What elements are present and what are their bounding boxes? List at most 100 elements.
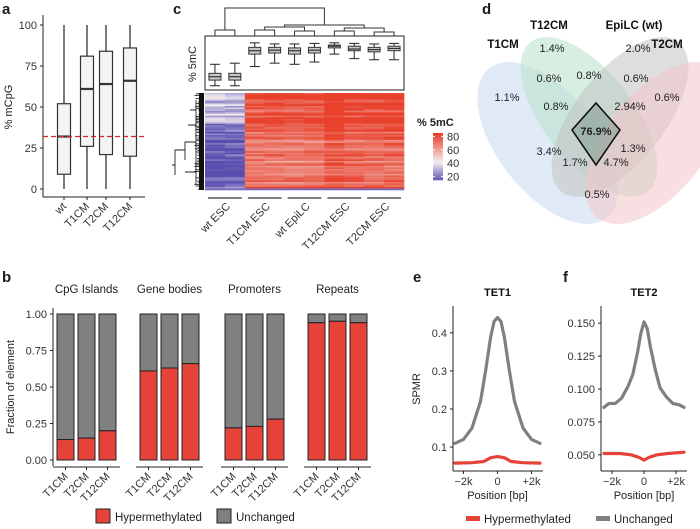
legend-swatch-unchanged bbox=[596, 516, 610, 521]
heatmap-cell bbox=[284, 125, 305, 128]
heatmap-cell bbox=[344, 96, 365, 99]
bar-unchanged bbox=[224, 313, 243, 429]
x-tick-label: −2k bbox=[603, 476, 622, 488]
col-dendrogram bbox=[294, 30, 315, 36]
venn-region-label: 0.6% bbox=[654, 92, 679, 104]
venn-region-label: 0.6% bbox=[536, 73, 561, 85]
heatmap-cell bbox=[205, 156, 226, 158]
heatmap-cell bbox=[284, 104, 305, 107]
heatmap-cell bbox=[344, 186, 365, 189]
heatmap-cell bbox=[224, 141, 246, 144]
heatmap-cell bbox=[264, 107, 285, 110]
panel-label-c: c bbox=[173, 1, 181, 18]
heatmap-cell bbox=[364, 94, 385, 97]
heatmap-cell bbox=[384, 135, 405, 137]
heatmap-cell bbox=[224, 139, 246, 142]
heatmap-cell bbox=[284, 114, 305, 116]
heatmap-cell bbox=[244, 118, 265, 121]
heatmap-cell bbox=[324, 96, 345, 99]
heatmap-cell bbox=[304, 172, 325, 175]
heatmap-cell bbox=[244, 186, 265, 189]
bar-unchanged bbox=[160, 313, 179, 369]
heatmap-cell bbox=[384, 130, 405, 133]
heatmap-cell bbox=[364, 151, 385, 154]
colorbar-label: 80 bbox=[447, 131, 459, 143]
heatmap-cell bbox=[304, 147, 325, 150]
heatmap-cell bbox=[224, 154, 246, 157]
heatmap-cell bbox=[205, 104, 226, 107]
heatmap-cell bbox=[324, 118, 345, 121]
heatmap-cell bbox=[284, 159, 305, 162]
heatmap-cell bbox=[324, 154, 345, 157]
heatmap-cell bbox=[244, 131, 265, 134]
heatmap-cell bbox=[304, 175, 325, 178]
heatmap-cell bbox=[344, 141, 365, 144]
heatmap-cell bbox=[344, 133, 365, 136]
heatmap-cell bbox=[384, 141, 405, 144]
colorbar-step bbox=[433, 156, 443, 159]
heatmap-cell bbox=[324, 114, 345, 116]
heatmap-cell bbox=[205, 172, 226, 175]
heatmap-cell bbox=[244, 99, 265, 102]
bar-unchanged bbox=[56, 313, 75, 441]
heatmap-cell bbox=[264, 136, 285, 139]
heatmap-cell bbox=[284, 93, 305, 95]
heatmap-cell bbox=[344, 97, 365, 100]
heatmap-cell bbox=[284, 172, 305, 175]
series-line-hypermethylated bbox=[453, 455, 542, 465]
heatmap-cell bbox=[244, 133, 265, 136]
heatmap-cell bbox=[384, 178, 405, 181]
heatmap-cell bbox=[324, 105, 345, 108]
heatmap-cell bbox=[284, 139, 305, 142]
heatmap-cell bbox=[384, 173, 405, 176]
heatmap-cell bbox=[344, 110, 365, 113]
heatmap-cell bbox=[324, 168, 345, 171]
heatmap-cell bbox=[324, 112, 345, 115]
colorbar-step bbox=[433, 133, 443, 136]
y-tick-label: 0.125 bbox=[567, 351, 595, 363]
heatmap-cell bbox=[384, 154, 405, 157]
heatmap-cell bbox=[304, 152, 325, 155]
heatmap-cell bbox=[344, 112, 365, 115]
heatmap-cell bbox=[284, 94, 305, 97]
heatmap-cell bbox=[264, 97, 285, 100]
heatmap-cell bbox=[224, 125, 246, 128]
heatmap-cell bbox=[244, 110, 265, 113]
heatmap-cell bbox=[304, 136, 325, 139]
heatmap-cell bbox=[364, 135, 385, 137]
heatmap-cell bbox=[284, 131, 305, 134]
heatmap-cell bbox=[344, 160, 365, 163]
heatmap-cell bbox=[284, 151, 305, 154]
bar-hypermethylated bbox=[224, 427, 243, 461]
heatmap-cell bbox=[284, 122, 305, 125]
heatmap-cell bbox=[304, 112, 325, 115]
heatmap-cell bbox=[324, 159, 345, 162]
heatmap-cell bbox=[284, 180, 305, 183]
heatmap-cell bbox=[344, 123, 365, 126]
heatmap-cell bbox=[344, 115, 365, 118]
heatmap-cell bbox=[324, 167, 345, 170]
heatmap-cell bbox=[384, 147, 405, 150]
heatmap-cell bbox=[224, 105, 246, 108]
heatmap-cell bbox=[344, 117, 365, 120]
heatmap-cell bbox=[304, 122, 325, 125]
heatmap-cell bbox=[205, 160, 226, 163]
heatmap-cell bbox=[224, 133, 246, 136]
heatmap-cell bbox=[364, 122, 385, 125]
heatmap-cell bbox=[224, 167, 246, 170]
heatmap-cell bbox=[264, 96, 285, 99]
heatmap-cell bbox=[344, 180, 365, 183]
heatmap-cell bbox=[324, 183, 345, 186]
heatmap-cell bbox=[364, 156, 385, 158]
heatmap-cell bbox=[324, 162, 345, 165]
legend-label: Unchanged bbox=[236, 512, 295, 524]
heatmap-cell bbox=[224, 131, 246, 134]
heatmap-cell bbox=[324, 164, 345, 167]
bar-hypermethylated bbox=[139, 370, 158, 461]
heatmap-cell bbox=[364, 157, 385, 160]
heatmap-cell bbox=[364, 120, 385, 123]
heatmap-cell bbox=[384, 112, 405, 115]
heatmap-cell bbox=[264, 112, 285, 115]
heatmap-cell bbox=[304, 167, 325, 170]
